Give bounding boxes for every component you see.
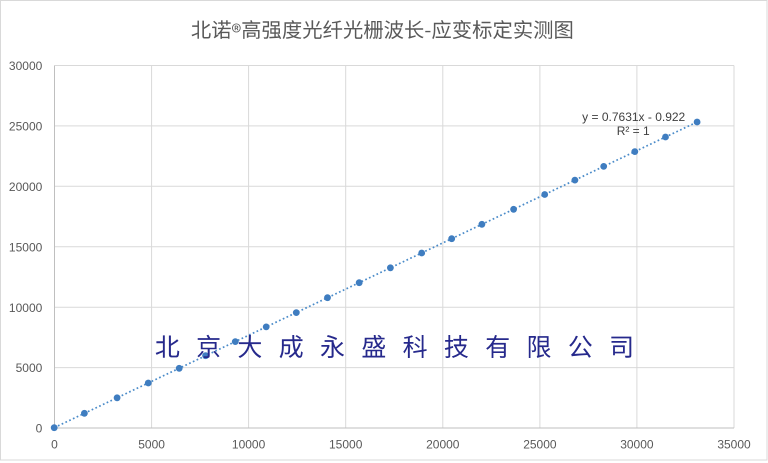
svg-text:25000: 25000	[523, 438, 557, 452]
svg-text:30000: 30000	[620, 438, 654, 452]
svg-text:5000: 5000	[16, 361, 43, 375]
svg-text:0: 0	[51, 438, 58, 452]
svg-text:5000: 5000	[138, 438, 165, 452]
svg-text:0: 0	[36, 422, 43, 436]
svg-text:30000: 30000	[9, 59, 43, 73]
svg-text:25000: 25000	[9, 120, 43, 134]
svg-text:10000: 10000	[9, 301, 43, 315]
svg-text:20000: 20000	[9, 180, 43, 194]
svg-text:10000: 10000	[232, 438, 266, 452]
svg-text:20000: 20000	[426, 438, 460, 452]
svg-text:y = 0.7631x - 0.922: y = 0.7631x - 0.922	[582, 110, 685, 124]
svg-text:15000: 15000	[329, 438, 363, 452]
svg-text:35000: 35000	[717, 438, 751, 452]
svg-text:15000: 15000	[9, 240, 43, 254]
svg-text:R² = 1: R² = 1	[617, 124, 650, 138]
